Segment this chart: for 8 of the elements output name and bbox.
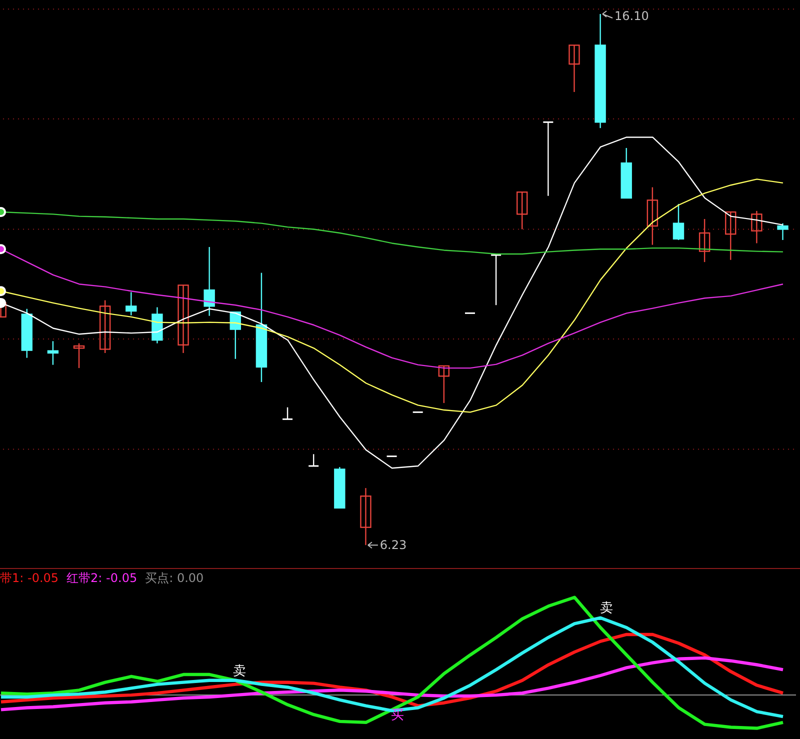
- annotation: 16.10: [614, 8, 649, 23]
- text: 红带2: -0.05: [66, 570, 138, 587]
- annotation: 卖: [233, 664, 246, 679]
- annotation: 买: [391, 708, 404, 723]
- text: 带1: -0.05: [0, 570, 59, 587]
- annotation: 卖: [600, 601, 613, 616]
- text: 买点: 0.00: [145, 570, 204, 587]
- annotation: 6.23: [380, 538, 407, 552]
